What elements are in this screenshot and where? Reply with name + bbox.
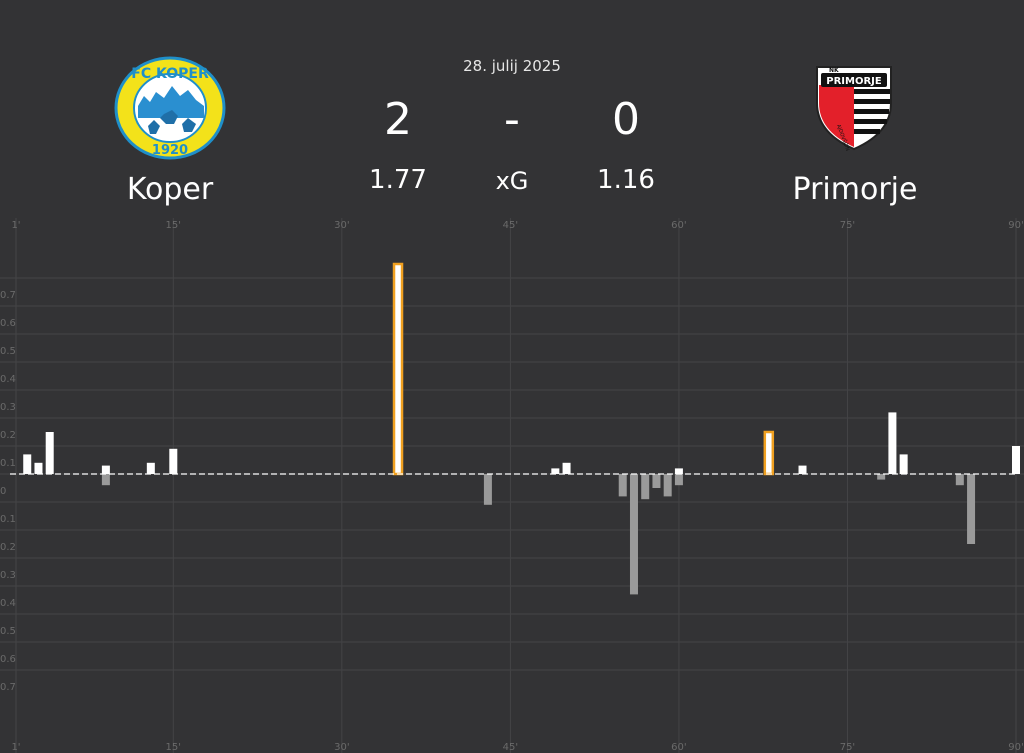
match-date: 28. julij 2025: [463, 57, 561, 75]
y-tick-label: 0.6: [0, 654, 16, 665]
y-tick-label: 0.4: [0, 598, 16, 609]
y-tick-label: 0.1: [0, 458, 16, 469]
koper-crest-logo: FC KOPER 1920: [114, 56, 226, 160]
y-tick-label: 0.2: [0, 430, 16, 441]
home-team-name: Koper: [126, 172, 214, 207]
y-tick-label: 0.5: [0, 626, 16, 637]
home-xg-total: 1.77: [369, 165, 427, 195]
away-shot-bar: [629, 474, 638, 595]
x-tick-label-bottom: 45': [503, 742, 518, 753]
koper-logo-year: 1920: [152, 143, 188, 158]
home-score: 2: [384, 94, 412, 145]
x-tick-label-top: 60': [671, 220, 686, 231]
away-shot-bar: [674, 474, 683, 486]
away-shot-bar: [955, 474, 964, 486]
home-shot-bar: [34, 462, 43, 474]
primorje-logo-nk: NK: [829, 67, 839, 74]
y-tick-label: 0.6: [0, 318, 16, 329]
y-tick-label: 0.7: [0, 290, 16, 301]
away-shot-bar: [641, 474, 650, 500]
y-tick-label: 0.4: [0, 374, 16, 385]
away-team-name: Primorje: [792, 172, 918, 207]
x-tick-label-bottom: 15': [166, 742, 181, 753]
y-tick-label: 0: [0, 486, 6, 497]
away-shot-bar: [101, 474, 110, 486]
away-shot-bar: [618, 474, 627, 497]
x-tick-label-bottom: 30': [334, 742, 349, 753]
home-shot-bar: [674, 468, 683, 474]
home-shot-bar: [798, 465, 807, 474]
home-goal-bar: [763, 430, 775, 476]
x-tick-label-bottom: 60': [671, 742, 686, 753]
y-tick-label: 0.2: [0, 542, 16, 553]
y-tick-label: 0.3: [0, 570, 16, 581]
x-tick-label-top: 45': [503, 220, 518, 231]
home-goal-bar: [392, 262, 404, 476]
y-tick-label: 0.7: [0, 682, 16, 693]
away-xg-total: 1.16: [597, 165, 655, 195]
x-tick-label-bottom: 75': [840, 742, 855, 753]
primorje-logo-text: PRIMORJE: [826, 76, 882, 87]
xg-label: xG: [495, 167, 529, 195]
x-tick-label-top: 15': [166, 220, 181, 231]
home-shot-bar: [101, 465, 110, 474]
x-tick-label-top: 90': [1008, 220, 1023, 231]
chart-grid: [0, 218, 1024, 753]
away-shot-bar: [483, 474, 492, 505]
home-shot-bar: [888, 412, 897, 474]
chart-bars: [23, 262, 1020, 595]
home-shot-bar: [899, 454, 908, 474]
y-tick-label: 0.5: [0, 346, 16, 357]
away-score: 0: [612, 94, 640, 145]
home-shot-bar: [551, 468, 560, 474]
home-shot-bar: [1012, 446, 1020, 474]
y-tick-label: 0.3: [0, 402, 16, 413]
home-shot-bar: [146, 462, 155, 474]
x-tick-label-bottom: 90': [1008, 742, 1023, 753]
x-tick-label-top: 75': [840, 220, 855, 231]
away-shot-bar: [663, 474, 672, 497]
x-tick-label-top: 1': [11, 220, 20, 231]
x-tick-label-bottom: 1': [11, 742, 20, 753]
koper-logo-text: FC KOPER: [131, 66, 209, 82]
chart-ticks: 1' 1' 15' 15' 30' 30' 45' 45' 60' 60' 75' 75' 90' 90'…: [0, 220, 1024, 753]
home-shot-bar: [23, 454, 32, 474]
y-tick-label: 0.1: [0, 514, 16, 525]
home-shot-bar: [562, 462, 571, 474]
primorje-crest-logo: PRIMORJE NK AJDOVŠČINA: [816, 66, 892, 151]
x-tick-label-top: 30': [334, 220, 349, 231]
score-separator: -: [504, 94, 520, 145]
home-shot-bar: [169, 448, 178, 474]
home-shot-bar: [45, 432, 54, 474]
away-shot-bar: [877, 474, 886, 480]
away-shot-bar: [652, 474, 661, 488]
away-shot-bar: [967, 474, 976, 544]
